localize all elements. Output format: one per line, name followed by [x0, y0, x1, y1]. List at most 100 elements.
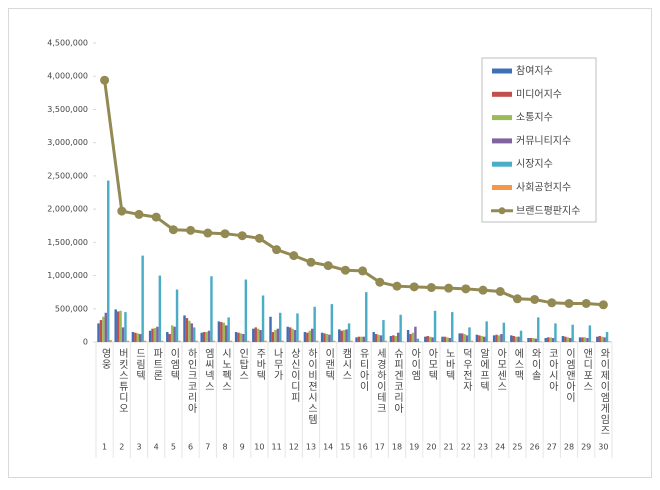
bar	[274, 330, 277, 342]
x-tick-label: 하인크코리아	[185, 347, 197, 414]
bar	[561, 336, 565, 342]
bar	[124, 312, 127, 342]
bar	[276, 328, 280, 342]
x-tick-label: 세경하이테크	[374, 348, 386, 414]
bar	[411, 332, 415, 342]
bar	[281, 340, 284, 342]
marker	[392, 281, 402, 291]
x-tick-label: 버킷스튜디오	[116, 348, 128, 414]
bar	[161, 340, 164, 342]
bar	[153, 328, 157, 342]
rank-label: 26	[530, 443, 540, 452]
bar	[424, 336, 427, 342]
bar	[394, 336, 397, 342]
marker	[530, 294, 540, 304]
rank-label: 21	[444, 443, 454, 452]
bar	[328, 334, 331, 342]
bar	[431, 337, 434, 342]
bar	[229, 340, 233, 342]
bar	[293, 330, 297, 342]
rank-label: 5	[171, 443, 176, 452]
x-tick-label: 하이비젼시스템	[306, 347, 318, 425]
x-tick-label: 아모텍	[426, 348, 438, 381]
bar	[485, 321, 488, 342]
bar	[107, 180, 110, 342]
bar	[566, 337, 569, 342]
rank-label: 15	[340, 443, 350, 452]
bar	[340, 330, 343, 342]
bar	[311, 328, 314, 342]
bar	[448, 338, 452, 342]
rank-label: 8	[222, 443, 227, 452]
bar	[313, 306, 316, 342]
bar	[367, 341, 370, 342]
bar	[451, 312, 454, 342]
bar	[355, 337, 358, 342]
bar	[492, 335, 496, 342]
rank-label: 4	[154, 443, 159, 452]
marker	[598, 300, 608, 310]
y-tick-label: 3,500,000	[47, 105, 88, 114]
bar	[600, 336, 604, 342]
bar	[546, 337, 550, 342]
bar	[286, 326, 289, 342]
bar	[134, 332, 137, 342]
legend-label: 시장지수	[516, 158, 553, 170]
bar	[99, 320, 103, 342]
bar	[264, 340, 267, 342]
rank-label: 12	[289, 443, 299, 452]
bar	[436, 341, 439, 342]
bar	[583, 337, 587, 342]
bar	[183, 315, 186, 342]
legend-swatch	[492, 161, 512, 167]
bar	[505, 341, 508, 342]
bar	[406, 330, 410, 342]
bar	[320, 332, 324, 342]
marker	[461, 284, 471, 294]
marker	[547, 298, 557, 308]
bar	[475, 334, 479, 342]
x-tick-label: 엠씨넥스	[202, 348, 214, 392]
rank-label: 27	[547, 443, 557, 452]
bar	[173, 326, 176, 342]
legend-label: 브랜드평판지수	[516, 205, 580, 217]
x-tick-label: 나무가	[271, 348, 283, 381]
bar	[537, 317, 540, 342]
bar	[210, 276, 213, 342]
bar	[237, 332, 240, 342]
rank-label: 25	[512, 443, 522, 452]
bar	[534, 338, 538, 342]
bar	[121, 327, 125, 342]
bar	[190, 323, 194, 342]
bar	[259, 330, 262, 342]
bar	[220, 322, 223, 342]
bar	[158, 275, 162, 342]
bar	[532, 338, 535, 342]
bar	[288, 327, 292, 342]
marker	[134, 209, 144, 219]
bar	[303, 332, 307, 342]
marker	[409, 282, 419, 292]
bar	[549, 337, 552, 342]
rank-label: 3	[136, 443, 141, 452]
bar	[234, 332, 238, 342]
bar	[212, 340, 216, 342]
bar	[414, 326, 417, 342]
bar	[222, 322, 225, 342]
bar	[365, 292, 368, 342]
bar	[362, 336, 366, 342]
bar	[487, 341, 491, 342]
bar	[586, 338, 589, 342]
marker	[168, 225, 178, 235]
bar	[377, 334, 380, 342]
bar	[315, 340, 319, 342]
marker	[340, 265, 350, 275]
bar	[591, 341, 594, 342]
legend-swatch	[492, 68, 512, 74]
bar	[217, 321, 221, 342]
bar	[497, 335, 501, 342]
y-tick-label: 2,500,000	[47, 171, 88, 180]
bar	[116, 311, 120, 342]
bar	[254, 327, 257, 342]
